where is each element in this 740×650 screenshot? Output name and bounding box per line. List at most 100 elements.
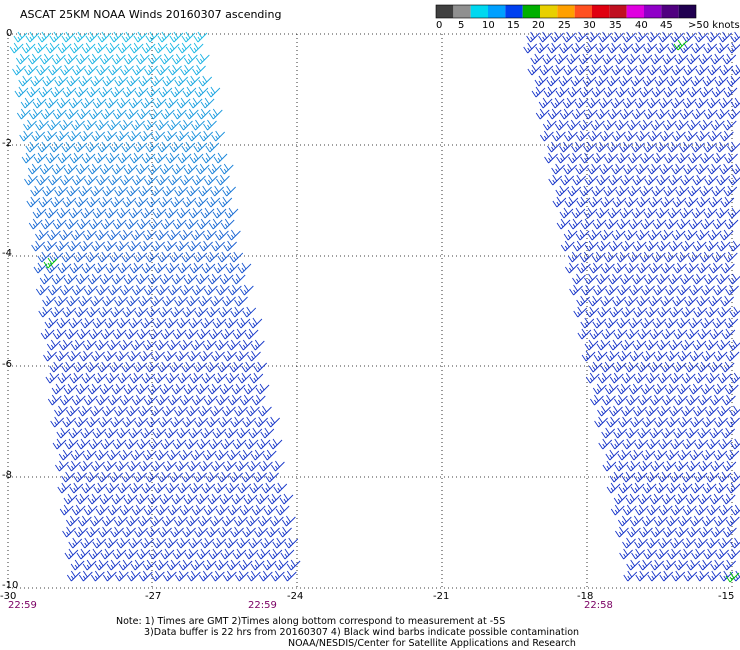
wind-barb	[198, 75, 213, 87]
wind-barb	[608, 240, 623, 252]
wind-barb	[139, 460, 153, 472]
wind-barb	[691, 42, 706, 54]
wind-barb	[638, 119, 653, 131]
wind-barb	[157, 251, 172, 263]
wind-barb	[712, 152, 726, 164]
wind-barb	[99, 383, 114, 395]
wind-barb	[609, 471, 624, 483]
wind-barb	[713, 449, 728, 461]
wind-barb	[153, 42, 168, 54]
wind-barb	[646, 537, 660, 549]
wind-barb	[562, 31, 576, 43]
wind-barb	[51, 383, 66, 395]
wind-barb	[170, 86, 185, 98]
wind-barb	[626, 559, 640, 571]
wind-barb	[700, 317, 715, 329]
wind-barb	[714, 482, 729, 494]
wind-barb	[726, 416, 740, 428]
wind-barb	[222, 515, 236, 527]
wind-barb	[641, 284, 655, 296]
wind-barb	[609, 372, 624, 384]
wind-barb	[674, 119, 689, 131]
wind-barb	[165, 42, 180, 54]
wind-barb	[723, 86, 738, 98]
wind-barb	[727, 108, 740, 120]
wind-barb	[146, 196, 161, 208]
colorbar-cell	[661, 5, 679, 18]
wind-barb	[207, 493, 222, 505]
wind-barb	[668, 174, 683, 186]
wind-barb	[674, 559, 688, 571]
wind-barb	[127, 240, 141, 252]
wind-barb	[720, 196, 735, 208]
wind-barb	[722, 394, 736, 406]
wind-barb	[718, 97, 733, 109]
wind-barb	[138, 405, 152, 417]
wind-barb	[143, 504, 158, 516]
wind-barb	[634, 438, 649, 450]
wind-barb	[192, 64, 206, 76]
wind-barb	[615, 185, 630, 197]
wind-barb	[704, 240, 719, 252]
wind-barb	[681, 471, 696, 483]
wind-barb	[706, 537, 720, 549]
wind-barb	[709, 262, 723, 274]
wind-barb	[710, 394, 724, 406]
wind-barb	[719, 163, 733, 175]
wind-barb	[135, 53, 150, 65]
wind-barb	[631, 207, 646, 219]
wind-barb	[160, 108, 175, 120]
wind-barb	[93, 42, 108, 54]
wind-barb	[554, 119, 569, 131]
wind-barb	[719, 229, 734, 241]
wind-barb	[76, 328, 91, 340]
wind-barb	[619, 141, 633, 153]
wind-barb	[66, 75, 81, 87]
wind-barb	[572, 174, 587, 186]
wind-barb	[171, 273, 186, 285]
wind-barb	[126, 295, 140, 307]
wind-barb	[66, 570, 81, 582]
wind-barb	[172, 548, 187, 560]
wind-barb	[684, 295, 698, 307]
wind-barb	[523, 42, 538, 54]
wind-barb	[33, 42, 48, 54]
wind-barb	[206, 526, 220, 538]
wind-barb	[126, 185, 140, 197]
wind-barb	[104, 427, 119, 439]
wind-barb	[119, 229, 133, 241]
wind-barb	[680, 273, 694, 285]
wind-barb	[669, 471, 684, 483]
wind-barb	[655, 108, 670, 120]
wind-barb	[78, 570, 93, 582]
wind-barb	[88, 218, 103, 230]
wind-barb	[182, 416, 196, 428]
wind-barb	[280, 548, 295, 560]
wind-barb	[78, 515, 92, 527]
wind-barb	[93, 372, 108, 384]
wind-barb	[248, 537, 263, 549]
wind-barb	[63, 53, 78, 65]
wind-barb	[179, 284, 194, 296]
wind-barb	[155, 284, 170, 296]
wind-barb	[213, 482, 228, 494]
wind-barb	[623, 163, 637, 175]
wind-barb	[713, 515, 728, 527]
wind-barb	[653, 515, 668, 527]
wind-barb	[626, 394, 640, 406]
wind-barb	[571, 207, 586, 219]
wind-barb	[656, 174, 671, 186]
wind-barb	[160, 548, 175, 560]
wind-barb	[559, 141, 573, 153]
wind-barb	[724, 317, 739, 329]
wind-barb	[573, 306, 588, 318]
wind-barb	[687, 185, 702, 197]
wind-barb	[28, 218, 43, 230]
wind-barb	[198, 515, 212, 527]
wind-barb	[628, 317, 643, 329]
wind-barb	[576, 196, 591, 208]
wind-barb	[672, 196, 687, 208]
wind-barb	[725, 284, 739, 296]
wind-barb	[590, 119, 605, 131]
